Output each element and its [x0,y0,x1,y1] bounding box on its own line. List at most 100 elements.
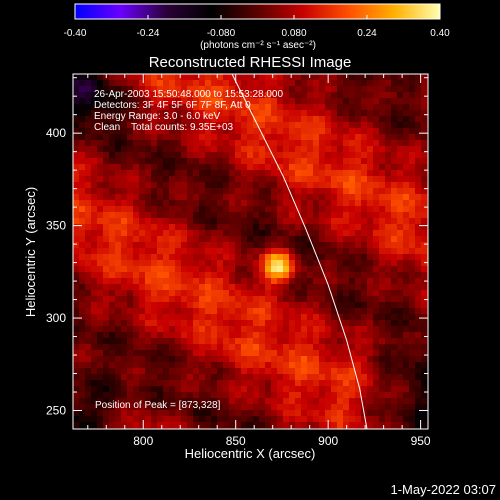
heatmap-cell [163,80,170,87]
heatmap-cell [367,152,374,159]
heatmap-cell [199,164,206,171]
heatmap-cell [169,230,176,237]
heatmap-cell [385,356,392,363]
heatmap-cell [325,350,332,357]
heatmap-cell [301,224,308,231]
heatmap-cell [367,362,374,369]
heatmap-cell [211,362,218,369]
heatmap-cell [319,380,326,387]
heatmap-cell [199,128,206,135]
heatmap-cell [391,170,398,177]
heatmap-cell [391,116,398,123]
heatmap-cell [331,134,338,141]
heatmap-cell [421,386,428,393]
heatmap-cell [385,380,392,387]
heatmap-cell [337,398,344,405]
heatmap-cell [91,164,98,171]
heatmap-cell [289,362,296,369]
heatmap-cell [385,254,392,261]
heatmap-cell [247,86,254,93]
heatmap-cell [343,200,350,207]
heatmap-cell [241,404,248,411]
heatmap-cell [151,212,158,219]
heatmap-cell [217,332,224,339]
heatmap-cell [403,128,410,135]
heatmap-cell [265,284,272,291]
heatmap-cell [313,344,320,351]
heatmap-cell [145,104,152,111]
heatmap-cell [379,422,386,429]
heatmap-cell [325,218,332,225]
heatmap-cell [187,248,194,255]
heatmap-cell [415,266,422,273]
heatmap-cell [391,284,398,291]
heatmap-cell [211,212,218,219]
heatmap-cell [337,416,344,423]
heatmap-cell [265,248,272,255]
heatmap-cell [217,110,224,117]
heatmap-cell [193,398,200,405]
heatmap-cell [181,380,188,387]
heatmap-cell [283,404,290,411]
heatmap-cell [397,104,404,111]
heatmap-cell [397,290,404,297]
heatmap-cell [331,170,338,177]
heatmap-cell [241,284,248,291]
heatmap-cell [241,422,248,429]
heatmap-cell [391,194,398,201]
heatmap-cell [97,368,104,375]
heatmap-cell [193,320,200,327]
heatmap-cell [217,362,224,369]
heatmap-cell [205,74,212,81]
heatmap-cell [259,308,266,315]
heatmap-cell [217,380,224,387]
heatmap-cell [181,338,188,345]
heatmap-cell [331,338,338,345]
heatmap-cell [355,92,362,99]
heatmap-cell [307,194,314,201]
heatmap-cell [301,416,308,423]
heatmap-cell [121,146,128,153]
heatmap-cell [277,218,284,225]
heatmap-cell [133,248,140,255]
heatmap-cell [247,212,254,219]
heatmap-cell [223,110,230,117]
heatmap-cell [241,260,248,267]
heatmap-cell [109,398,116,405]
heatmap-cell [331,218,338,225]
heatmap-cell [343,266,350,273]
heatmap-cell [409,416,416,423]
heatmap-cell [109,176,116,183]
heatmap-cell [211,374,218,381]
heatmap-cell [79,188,86,195]
heatmap-cell [301,92,308,99]
heatmap-cell [169,296,176,303]
heatmap-cell [235,380,242,387]
heatmap-cell [331,272,338,279]
heatmap-cell [397,332,404,339]
heatmap-cell [307,218,314,225]
heatmap-cell [163,350,170,357]
heatmap-cell [133,170,140,177]
heatmap-cell [169,284,176,291]
heatmap-cell [277,158,284,165]
heatmap-cell [235,386,242,393]
heatmap-cell [115,260,122,267]
heatmap-cell [271,284,278,291]
heatmap-cell [97,152,104,159]
heatmap-cell [283,410,290,417]
heatmap-cell [85,284,92,291]
heatmap-cell [277,368,284,375]
heatmap-cell [217,98,224,105]
heatmap-cell [229,302,236,309]
heatmap-cell [373,200,380,207]
heatmap-cell [181,356,188,363]
heatmap-cell [199,80,206,87]
heatmap-cell [217,194,224,201]
heatmap-cell [79,98,86,105]
heatmap-cell [307,290,314,297]
heatmap-cell [73,134,80,141]
heatmap-cell [295,158,302,165]
heatmap-cell [349,230,356,237]
heatmap-cell [361,398,368,405]
